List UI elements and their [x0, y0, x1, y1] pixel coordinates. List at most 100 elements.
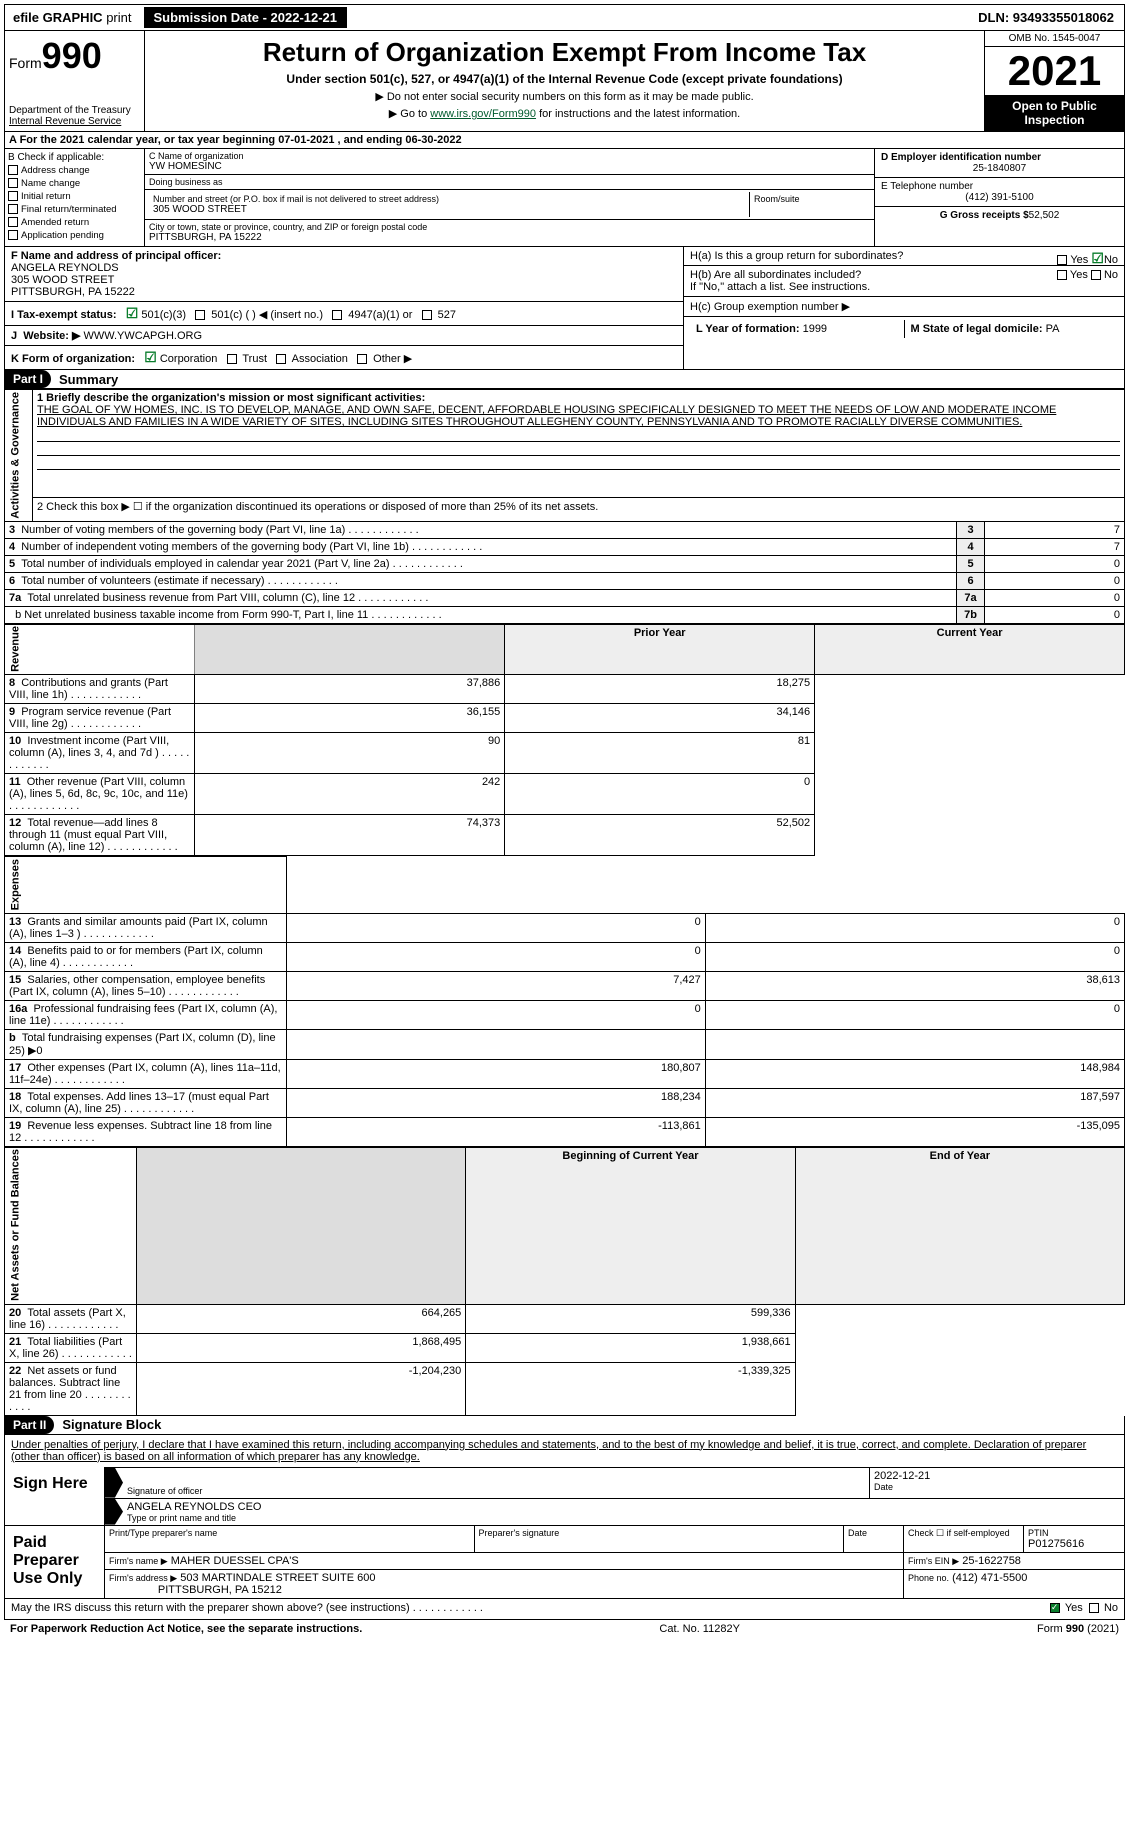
- ha-row: H(a) Is this a group return for subordin…: [684, 247, 1124, 266]
- chk-initial[interactable]: Initial return: [8, 191, 141, 202]
- table-row: 9 Program service revenue (Part VIII, li…: [5, 704, 1125, 733]
- table-row: 8 Contributions and grants (Part VIII, l…: [5, 675, 1125, 704]
- form-org-row: K Form of organization: ☑ Corporation Tr…: [5, 346, 683, 369]
- officer-row: F Name and address of principal officer:…: [5, 247, 683, 302]
- col-b: B Check if applicable: Address change Na…: [5, 149, 145, 246]
- prior-year-header: Prior Year: [505, 624, 815, 675]
- check-icon: ☑: [144, 349, 157, 365]
- city-label: City or town, state or province, country…: [149, 222, 870, 232]
- row-a: A For the 2021 calendar year, or tax yea…: [4, 132, 1125, 149]
- chk-address[interactable]: Address change: [8, 165, 141, 176]
- eoy-header: End of Year: [795, 1147, 1124, 1304]
- expenses-table: Expenses 13 Grants and similar amounts p…: [4, 856, 1125, 1146]
- check-icon: [1050, 1603, 1060, 1613]
- form-990-label: Form990: [9, 35, 140, 77]
- current-year-header: Current Year: [815, 624, 1125, 675]
- table-row: 4 Number of independent voting members o…: [5, 538, 1125, 555]
- section-bcd: B Check if applicable: Address change Na…: [4, 149, 1125, 247]
- table-row: 12 Total revenue—add lines 8 through 11 …: [5, 815, 1125, 856]
- dba-label: Doing business as: [149, 177, 870, 187]
- col-d: D Employer identification number 25-1840…: [874, 149, 1124, 246]
- section-fhijk: F Name and address of principal officer:…: [4, 247, 1125, 370]
- footer-row: For Paperwork Reduction Act Notice, see …: [4, 1620, 1125, 1638]
- page: efile GRAPHIC print Submission Date - 20…: [0, 0, 1129, 1642]
- net-assets-table: Net Assets or Fund Balances Beginning of…: [4, 1147, 1125, 1416]
- arrow-icon: [105, 1468, 123, 1498]
- room-label: Room/suite: [754, 194, 866, 204]
- table-row: 20 Total assets (Part X, line 16)664,265…: [5, 1304, 1125, 1333]
- part1-label: Part I: [5, 370, 51, 388]
- table-row: 18 Total expenses. Add lines 13–17 (must…: [5, 1088, 1125, 1117]
- website-value: WWW.YWCAPGH.ORG: [80, 330, 202, 342]
- subtitle: Under section 501(c), 527, or 4947(a)(1)…: [151, 72, 978, 86]
- chk-final[interactable]: Final return/terminated: [8, 204, 141, 215]
- part1-title: Summary: [51, 372, 118, 387]
- ssn-note: ▶ Do not enter social security numbers o…: [151, 90, 978, 103]
- dln-label: DLN: 93493355018062: [978, 10, 1122, 25]
- table-row: 5 Total number of individuals employed i…: [5, 555, 1125, 572]
- phone-label: E Telephone number: [881, 181, 1118, 192]
- title-col: Return of Organization Exempt From Incom…: [145, 31, 984, 131]
- form-footer: Form 990 (2021): [1037, 1623, 1119, 1635]
- efile-label: efile GRAPHIC print: [7, 8, 138, 27]
- table-row: 6 Total number of volunteers (estimate i…: [5, 572, 1125, 589]
- pra-notice: For Paperwork Reduction Act Notice, see …: [10, 1623, 362, 1635]
- hb-row: H(b) Are all subordinates included? Yes …: [684, 266, 1124, 297]
- phone-value: (412) 391-5100: [881, 192, 1118, 203]
- chk-amended[interactable]: Amended return: [8, 217, 141, 228]
- table-row: 21 Total liabilities (Part X, line 26)1,…: [5, 1333, 1125, 1362]
- side-net-assets: Net Assets or Fund Balances: [5, 1147, 137, 1304]
- table-row: 7a Total unrelated business revenue from…: [5, 589, 1125, 606]
- hc-row: H(c) Group exemption number ▶: [684, 297, 1124, 317]
- submission-date-button[interactable]: Submission Date - 2022-12-21: [144, 7, 348, 28]
- table-row: 19 Revenue less expenses. Subtract line …: [5, 1117, 1125, 1146]
- chk-application[interactable]: Application pending: [8, 230, 141, 241]
- side-governance: Activities & Governance: [5, 390, 33, 522]
- ein-value: 25-1840807: [881, 163, 1118, 174]
- table-row: 17 Other expenses (Part IX, column (A), …: [5, 1059, 1125, 1088]
- mission-text: THE GOAL OF YW HOMES, INC. IS TO DEVELOP…: [37, 404, 1056, 428]
- gross-label: G Gross receipts $: [940, 210, 1029, 221]
- table-row: 16a Professional fundraising fees (Part …: [5, 1000, 1125, 1029]
- cat-no: Cat. No. 11282Y: [659, 1623, 740, 1635]
- table-row: 10 Investment income (Part VIII, column …: [5, 733, 1125, 774]
- gross-value: 52,502: [1029, 210, 1060, 221]
- discuss-row: May the IRS discuss this return with the…: [4, 1599, 1125, 1620]
- q2-text: 2 Check this box ▶ ☐ if the organization…: [33, 498, 1125, 521]
- side-expenses: Expenses: [5, 857, 287, 913]
- org-name: YW HOMESINC: [149, 161, 870, 172]
- chk-name[interactable]: Name change: [8, 178, 141, 189]
- table-row: 3 Number of voting members of the govern…: [5, 521, 1125, 538]
- open-public-badge: Open to Public Inspection: [985, 95, 1124, 131]
- dept-label: Department of the Treasury Internal Reve…: [9, 105, 140, 127]
- table-row: 15 Salaries, other compensation, employe…: [5, 971, 1125, 1000]
- website-row: J Website: ▶ WWW.YWCAPGH.ORG: [5, 326, 683, 346]
- year-col: OMB No. 1545-0047 2021 Open to Public In…: [984, 31, 1124, 131]
- street-label: Number and street (or P.O. box if mail i…: [153, 194, 745, 204]
- omb-label: OMB No. 1545-0047: [985, 31, 1124, 47]
- c-name-label: C Name of organization: [149, 151, 870, 161]
- perjury-text: Under penalties of perjury, I declare th…: [5, 1435, 1124, 1467]
- irs-link[interactable]: www.irs.gov/Form990: [430, 108, 536, 120]
- main-title: Return of Organization Exempt From Incom…: [151, 37, 978, 68]
- paid-preparer-label: Paid Preparer Use Only: [5, 1526, 105, 1598]
- revenue-table: Revenue Prior Year Current Year 8 Contri…: [4, 624, 1125, 857]
- part1-bar: Part I Summary: [4, 370, 1125, 389]
- governance-table: Activities & Governance 1 Briefly descri…: [4, 389, 1125, 624]
- city-value: PITTSBURGH, PA 15222: [149, 232, 870, 243]
- table-row: 11 Other revenue (Part VIII, column (A),…: [5, 774, 1125, 815]
- goto-note: ▶ Go to www.irs.gov/Form990 for instruct…: [151, 107, 978, 120]
- part2-label: Part II: [5, 1416, 54, 1434]
- top-bar: efile GRAPHIC print Submission Date - 20…: [4, 4, 1125, 31]
- col-c: C Name of organization YW HOMESINC Doing…: [145, 149, 874, 246]
- part2-bar: Part II Signature Block: [4, 1416, 1125, 1435]
- lm-row: L Year of formation: 1999 M State of leg…: [684, 317, 1124, 341]
- table-row: 14 Benefits paid to or for members (Part…: [5, 942, 1125, 971]
- sign-here-label: Sign Here: [5, 1467, 105, 1525]
- table-row: 13 Grants and similar amounts paid (Part…: [5, 913, 1125, 942]
- ein-label: D Employer identification number: [881, 152, 1118, 163]
- tax-year: 2021: [985, 47, 1124, 95]
- side-revenue: Revenue: [5, 624, 195, 675]
- boy-header: Beginning of Current Year: [466, 1147, 795, 1304]
- tax-exempt-row: I Tax-exempt status: ☑ 501(c)(3) 501(c) …: [5, 302, 683, 326]
